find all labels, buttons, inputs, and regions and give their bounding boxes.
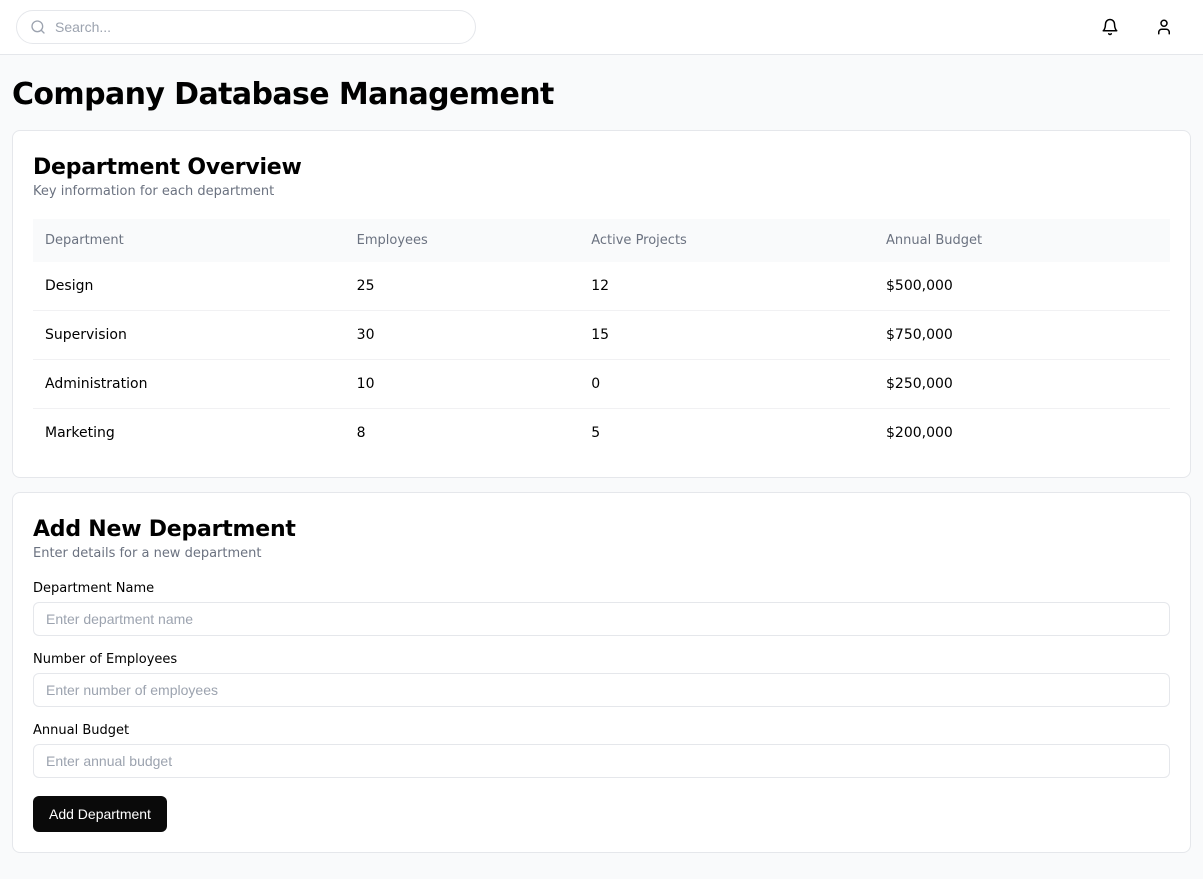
add-department-button[interactable]: Add Department — [33, 796, 167, 832]
header-icons — [1097, 14, 1187, 40]
cell-projects: 5 — [579, 409, 874, 458]
cell-department: Design — [33, 262, 345, 311]
col-budget: Annual Budget — [874, 219, 1170, 262]
bell-icon — [1101, 18, 1119, 36]
cell-projects: 0 — [579, 360, 874, 409]
add-department-card: Add New Department Enter details for a n… — [12, 492, 1191, 853]
cell-employees: 8 — [345, 409, 580, 458]
col-projects: Active Projects — [579, 219, 874, 262]
cell-department: Supervision — [33, 311, 345, 360]
cell-projects: 12 — [579, 262, 874, 311]
page-title: Company Database Management — [12, 77, 1191, 112]
user-icon — [1155, 18, 1173, 36]
cell-department: Marketing — [33, 409, 345, 458]
cell-employees: 10 — [345, 360, 580, 409]
table-header-row: Department Employees Active Projects Ann… — [33, 219, 1170, 262]
input-budget[interactable] — [33, 744, 1170, 778]
input-department-name[interactable] — [33, 602, 1170, 636]
label-employees: Number of Employees — [33, 652, 1170, 667]
input-employees[interactable] — [33, 673, 1170, 707]
user-menu-button[interactable] — [1151, 14, 1177, 40]
top-header — [0, 0, 1203, 55]
departments-table: Department Employees Active Projects Ann… — [33, 219, 1170, 457]
table-row: Administration100$250,000 — [33, 360, 1170, 409]
overview-title: Department Overview — [33, 155, 1170, 180]
cell-projects: 15 — [579, 311, 874, 360]
label-budget: Annual Budget — [33, 723, 1170, 738]
col-department: Department — [33, 219, 345, 262]
cell-budget: $200,000 — [874, 409, 1170, 458]
table-row: Supervision3015$750,000 — [33, 311, 1170, 360]
cell-budget: $500,000 — [874, 262, 1170, 311]
label-department-name: Department Name — [33, 581, 1170, 596]
field-group-budget: Annual Budget — [33, 723, 1170, 778]
cell-budget: $250,000 — [874, 360, 1170, 409]
notifications-button[interactable] — [1097, 14, 1123, 40]
search-wrap — [16, 10, 476, 44]
table-row: Design2512$500,000 — [33, 262, 1170, 311]
field-group-name: Department Name — [33, 581, 1170, 636]
search-input[interactable] — [16, 10, 476, 44]
form-title: Add New Department — [33, 517, 1170, 542]
col-employees: Employees — [345, 219, 580, 262]
cell-budget: $750,000 — [874, 311, 1170, 360]
cell-department: Administration — [33, 360, 345, 409]
field-group-employees: Number of Employees — [33, 652, 1170, 707]
cell-employees: 30 — [345, 311, 580, 360]
form-subtitle: Enter details for a new department — [33, 546, 1170, 561]
overview-subtitle: Key information for each department — [33, 184, 1170, 199]
main-content: Company Database Management Department O… — [0, 55, 1203, 879]
cell-employees: 25 — [345, 262, 580, 311]
overview-card: Department Overview Key information for … — [12, 130, 1191, 478]
search-icon — [30, 19, 46, 35]
table-row: Marketing85$200,000 — [33, 409, 1170, 458]
